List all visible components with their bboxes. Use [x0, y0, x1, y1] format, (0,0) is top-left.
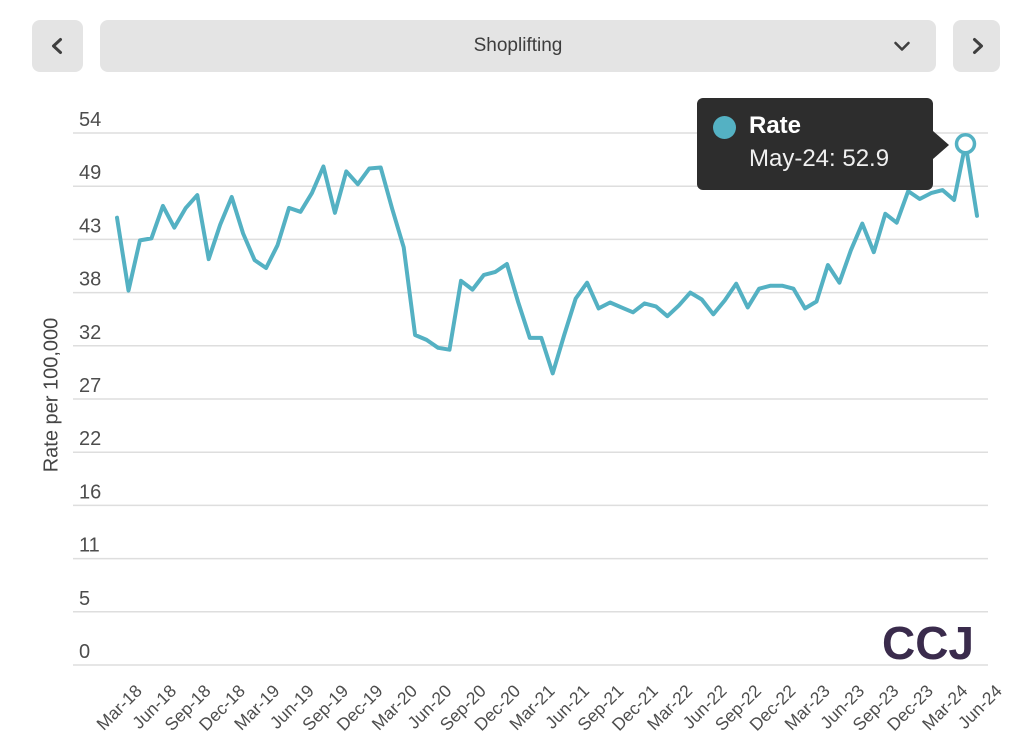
svg-text:54: 54 — [79, 109, 101, 131]
chevron-right-icon — [965, 34, 989, 58]
y-tick-labels: 0 5 11 16 22 27 32 38 43 49 54 — [79, 109, 101, 663]
ccj-logo: CCJ — [881, 617, 974, 669]
gridlines — [73, 132, 988, 666]
highlight-marker — [954, 133, 977, 155]
tooltip-text: Rate May-24: 52.9 — [749, 111, 889, 177]
svg-text:22: 22 — [79, 428, 101, 450]
svg-text:0: 0 — [79, 641, 90, 663]
svg-text:11: 11 — [79, 535, 100, 557]
series-marker-dot — [713, 116, 736, 139]
crime-type-dropdown[interactable]: Shoplifting — [100, 20, 936, 72]
chevron-down-icon — [890, 34, 914, 63]
chevron-left-icon — [46, 34, 70, 58]
svg-text:38: 38 — [79, 269, 101, 291]
svg-text:5: 5 — [79, 588, 90, 610]
svg-text:49: 49 — [79, 162, 101, 184]
x-tick-labels: Mar-18Jun-18Sep-18Dec-18Mar-19Jun-19Sep-… — [92, 681, 1006, 735]
y-axis-title: Rate per 100,000 — [40, 317, 63, 473]
svg-text:32: 32 — [79, 322, 101, 344]
svg-text:43: 43 — [79, 215, 101, 237]
next-chart-button[interactable] — [953, 20, 1000, 72]
rate-line — [115, 141, 979, 376]
tooltip-value: May-24: 52.9 — [749, 145, 890, 172]
dropdown-selected-label: Shoplifting — [473, 35, 563, 56]
tooltip-series-label: Rate — [749, 112, 802, 139]
svg-text:16: 16 — [79, 481, 101, 503]
tooltip: Rate May-24: 52.9 — [697, 98, 949, 190]
previous-chart-button[interactable] — [32, 20, 83, 72]
svg-text:27: 27 — [79, 375, 101, 397]
